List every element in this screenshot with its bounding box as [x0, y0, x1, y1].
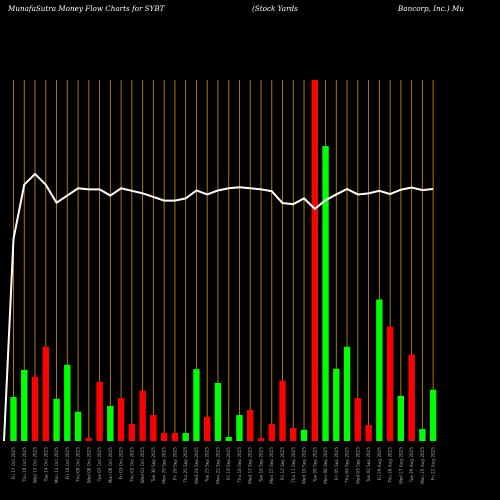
money-flow-bar	[247, 409, 254, 441]
x-tick-label: Tue 26 Aug 2025	[409, 447, 414, 484]
x-tick-label: Mon 08 Sep 2025	[323, 447, 328, 484]
money-flow-bar	[21, 369, 28, 441]
money-flow-bar	[429, 389, 437, 441]
x-tick-label: Tue 09 Sep 2025	[312, 447, 317, 483]
x-tick-label: Fri 17 Oct 2025	[11, 447, 16, 480]
x-tick-label: Fri 19 Sep 2025	[226, 447, 231, 480]
x-tick-label: Wed 17 Sep 2025	[248, 447, 253, 484]
x-tick-label: Fri 29 Aug 2025	[377, 447, 382, 480]
x-tick-label: Mon 22 Sep 2025	[215, 447, 220, 484]
money-flow-bar	[408, 354, 415, 441]
x-tick-label: Fri 12 Sep 2025	[280, 447, 285, 480]
money-flow-bar	[279, 380, 286, 441]
x-tick-label: Fri 03 Oct 2025	[119, 447, 124, 480]
x-tick-label: Thu 28 Aug 2025	[388, 447, 393, 484]
x-tick-label: Thu 11 Sep 2025	[291, 447, 296, 484]
money-flow-bar	[107, 405, 114, 441]
money-flow-bar	[354, 398, 362, 441]
x-tick-label: Thu 04 Sep 2025	[345, 447, 350, 484]
money-flow-bar	[333, 368, 340, 441]
x-tick-label: Tue 02 Sep 2025	[366, 447, 371, 483]
money-flow-bar	[214, 382, 222, 441]
money-flow-bar	[236, 415, 243, 441]
x-tick-label: Wed 10 Sep 2025	[302, 447, 307, 484]
x-tick-label: Mon 25 Aug 2025	[420, 447, 425, 484]
money-flow-bar	[397, 395, 405, 442]
money-flow-bar	[311, 80, 318, 441]
money-flow-bar	[117, 398, 125, 441]
money-flow-bar	[257, 438, 265, 441]
chart-title-left: MunafaSutra Money Flow Charts for SYBT	[8, 4, 165, 13]
x-tick-labels: Fri 17 Oct 2025 Thu 16 Oct 2025 Wed 15 Oct…	[11, 447, 436, 485]
x-tick-label: Wed 01 Oct 2025	[140, 447, 145, 484]
money-flow-bar	[139, 390, 146, 441]
money-flow-bar	[64, 364, 71, 441]
x-tick-label: Mon 06 Oct 2025	[108, 447, 113, 483]
x-tick-label: Thu 25 Sep 2025	[183, 447, 188, 484]
x-tick-label: Wed 24 Sep 2025	[194, 447, 199, 484]
money-flow-bar	[386, 326, 394, 441]
money-flow-bar	[31, 376, 39, 441]
money-flow-bar	[203, 416, 211, 441]
grid-lines	[13, 80, 434, 441]
x-tick-label: Tue 23 Sep 2025	[205, 447, 210, 483]
x-tick-label: Wed 15 Oct 2025	[33, 447, 38, 484]
x-tick-label: Mon 29 Sep 2025	[162, 447, 167, 484]
x-tick-label: Fri 22 Aug 2025	[431, 447, 436, 480]
chart-title-right: Bancorp, Inc.) Mu	[398, 4, 465, 13]
x-tick-label: Thu 02 Oct 2025	[129, 447, 134, 483]
chart-title-mid: (Stock Yards	[252, 4, 298, 13]
money-flow-bar	[182, 433, 189, 441]
money-flow-bar	[160, 433, 168, 441]
money-flow-bar	[365, 425, 372, 441]
money-flow-bar	[96, 381, 103, 441]
x-tick-label: Wed 27 Aug 2025	[398, 447, 403, 485]
money-flow-bar	[128, 424, 136, 441]
x-tick-label: Mon 15 Sep 2025	[269, 447, 274, 484]
money-flow-bar	[85, 438, 93, 441]
money-flow-bar	[225, 437, 232, 441]
bars	[10, 80, 437, 442]
money-flow-bar	[42, 346, 49, 441]
money-flow-bar	[268, 424, 275, 441]
x-tick-label: Thu 16 Oct 2025	[22, 447, 27, 483]
money-flow-bar	[419, 429, 426, 441]
x-tick-label: Wed 03 Sep 2025	[355, 447, 360, 484]
money-flow-bar	[74, 411, 82, 441]
money-flow-bar	[343, 346, 351, 441]
x-tick-label: Tue 16 Sep 2025	[258, 447, 263, 483]
x-tick-label: Tue 07 Oct 2025	[97, 447, 102, 483]
x-tick-label: Tue 30 Sep 2025	[151, 447, 156, 483]
x-tick-label: Tue 14 Oct 2025	[43, 447, 48, 483]
money-flow-bar	[300, 429, 308, 441]
x-tick-label: Thu 18 Sep 2025	[237, 447, 242, 484]
money-flow-line	[3, 172, 434, 442]
money-flow-bar	[290, 428, 297, 441]
x-tick-label: Thu 09 Oct 2025	[76, 447, 81, 483]
x-tick-label: Fri 05 Sep 2025	[334, 447, 339, 480]
x-tick-label: Fri 10 Oct 2025	[65, 447, 70, 480]
money-flow-bar	[322, 146, 329, 441]
x-tick-label: Mon 13 Oct 2025	[54, 447, 59, 483]
money-flow-bar	[171, 433, 179, 441]
money-flow-bar	[150, 415, 157, 441]
money-flow-bar	[53, 398, 60, 441]
money-flow-bar	[193, 369, 200, 441]
money-flow-bar	[10, 396, 17, 441]
money-flow-bar	[376, 299, 383, 441]
money-flow-line-path	[3, 172, 434, 442]
x-tick-label: Fri 26 Sep 2025	[172, 447, 177, 480]
x-tick-label: Wed 08 Oct 2025	[86, 447, 91, 484]
